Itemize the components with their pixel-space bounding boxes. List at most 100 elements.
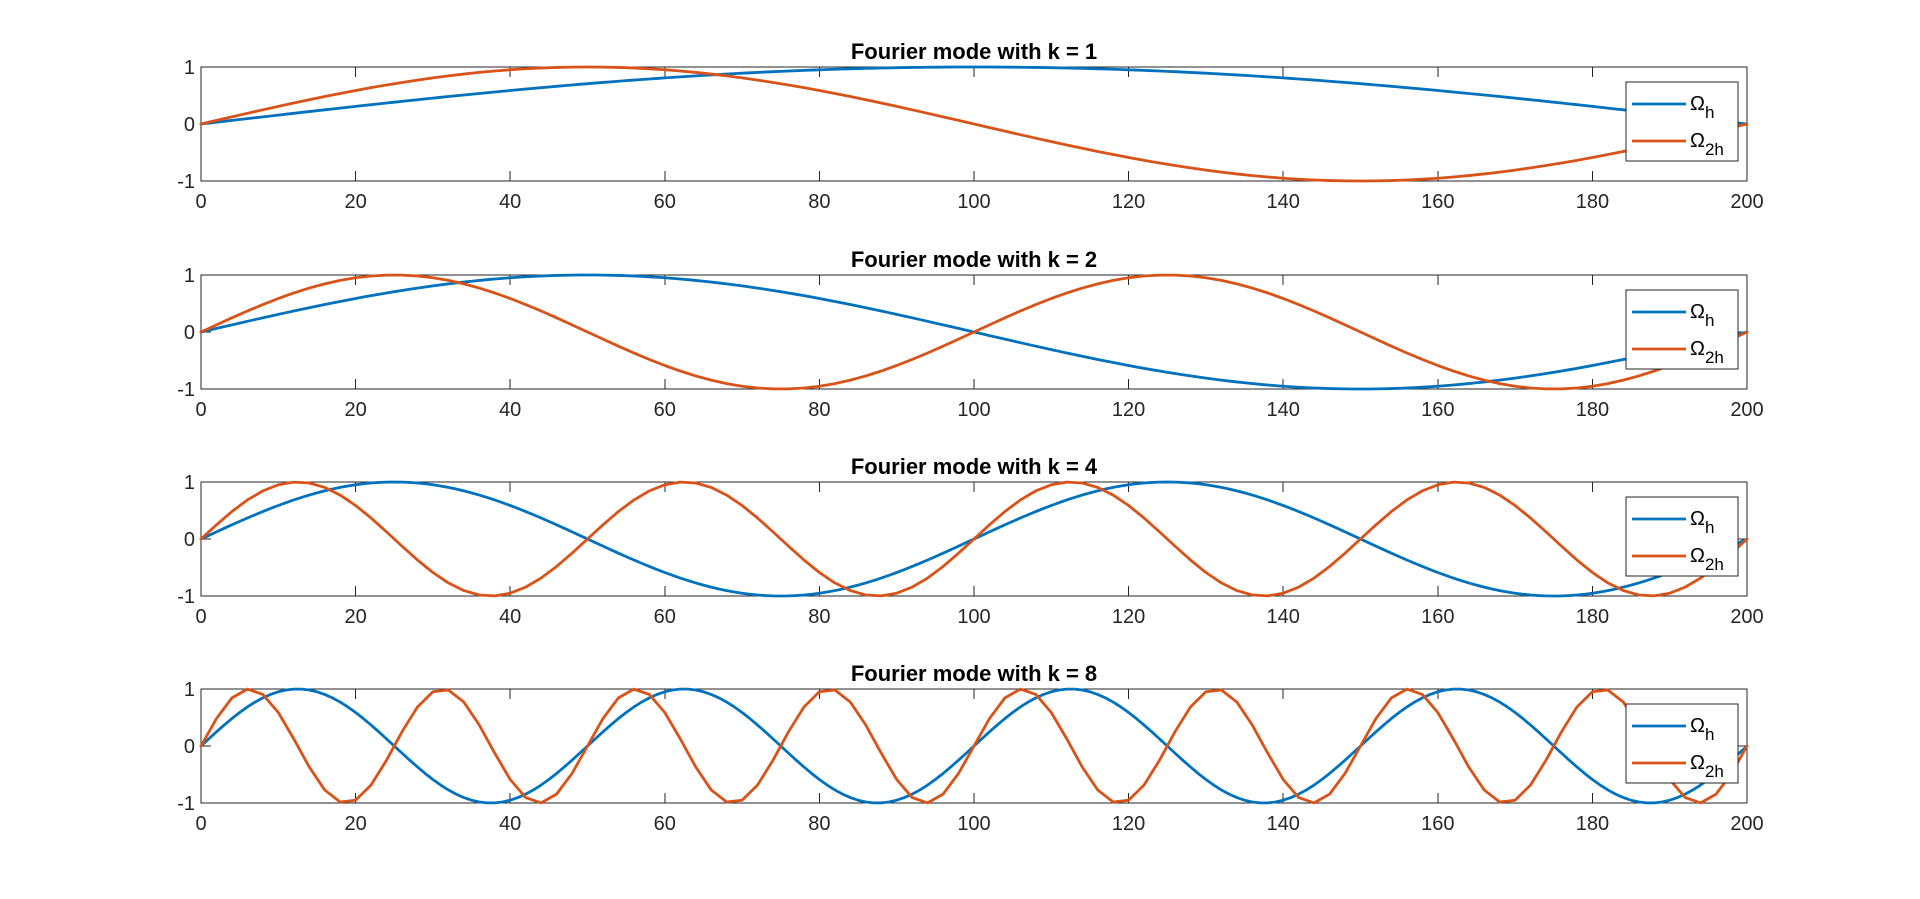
x-tick-label: 200 xyxy=(1730,191,1763,213)
x-tick-label: 160 xyxy=(1421,813,1454,835)
x-tick-label: 60 xyxy=(654,399,676,421)
x-tick-label: 40 xyxy=(499,399,521,421)
x-tick-label: 60 xyxy=(654,191,676,213)
x-tick-label: 80 xyxy=(808,606,830,628)
plot-title: Fourier mode with k = 2 xyxy=(851,247,1097,272)
legend-entry-subscript: h xyxy=(1705,725,1714,744)
x-tick-label: 180 xyxy=(1576,191,1609,213)
x-tick-label: 0 xyxy=(195,191,206,213)
legend-entry: Ωh xyxy=(1690,715,1714,744)
y-tick-label: 1 xyxy=(184,265,195,287)
x-tick-label: 120 xyxy=(1112,191,1145,213)
x-tick-label: 160 xyxy=(1421,191,1454,213)
y-tick-label: 0 xyxy=(184,114,195,136)
legend-entry: Ωh xyxy=(1690,93,1714,122)
x-tick-label: 20 xyxy=(344,606,366,628)
series-line-omega-2h xyxy=(199,273,1749,391)
legend-box xyxy=(1625,703,1739,784)
x-tick-label: 20 xyxy=(344,191,366,213)
legend-entry-subscript: h xyxy=(1705,311,1714,330)
x-tick-label: 20 xyxy=(344,399,366,421)
x-tick-label: 100 xyxy=(957,606,990,628)
x-tick-label: 180 xyxy=(1576,606,1609,628)
legend-entry-symbol: Ω xyxy=(1690,715,1705,737)
legend-entry: Ωh xyxy=(1690,301,1714,330)
legend-entry-symbol: Ω xyxy=(1690,508,1705,530)
series-line-omega-2h xyxy=(199,480,1749,598)
x-tick-label: 0 xyxy=(195,813,206,835)
legend-entry-subscript: 2h xyxy=(1705,555,1724,574)
legend-entry: Ω2h xyxy=(1690,338,1724,367)
x-tick-label: 60 xyxy=(654,813,676,835)
legend-entry-symbol: Ω xyxy=(1690,545,1705,567)
x-tick-label: 120 xyxy=(1112,399,1145,421)
y-tick-label: 0 xyxy=(184,736,195,758)
x-tick-label: 160 xyxy=(1421,399,1454,421)
y-tick-label: -1 xyxy=(177,793,195,815)
x-tick-label: 60 xyxy=(654,606,676,628)
y-tick-label: 0 xyxy=(184,322,195,344)
x-tick-label: 80 xyxy=(808,191,830,213)
plot-title: Fourier mode with k = 8 xyxy=(851,661,1097,686)
legend-entry-subscript: h xyxy=(1705,518,1714,537)
legend-entry-subscript: 2h xyxy=(1705,140,1724,159)
x-tick-label: 40 xyxy=(499,813,521,835)
plot-title: Fourier mode with k = 1 xyxy=(851,39,1097,64)
x-tick-label: 80 xyxy=(808,399,830,421)
legend-entry-symbol: Ω xyxy=(1690,301,1705,323)
x-tick-label: 100 xyxy=(957,399,990,421)
plot-title: Fourier mode with k = 4 xyxy=(851,454,1098,479)
x-tick-label: 140 xyxy=(1267,606,1300,628)
legend-entry-symbol: Ω xyxy=(1690,130,1705,152)
legend-entry-subscript: h xyxy=(1705,103,1714,122)
x-tick-label: 140 xyxy=(1267,191,1300,213)
y-tick-label: 1 xyxy=(184,679,195,701)
legend-box xyxy=(1625,289,1739,370)
legend: Ωh Ω2h xyxy=(1625,289,1739,370)
x-tick-label: 180 xyxy=(1576,399,1609,421)
legend-entry-symbol: Ω xyxy=(1690,338,1705,360)
y-tick-label: -1 xyxy=(177,379,195,401)
legend-entry: Ω2h xyxy=(1690,130,1724,159)
x-tick-label: 200 xyxy=(1730,606,1763,628)
x-tick-label: 40 xyxy=(499,606,521,628)
x-tick-label: 120 xyxy=(1112,606,1145,628)
x-tick-label: 20 xyxy=(344,813,366,835)
x-tick-label: 120 xyxy=(1112,813,1145,835)
y-tick-label: -1 xyxy=(177,586,195,608)
x-tick-label: 200 xyxy=(1730,399,1763,421)
x-tick-label: 140 xyxy=(1267,813,1300,835)
x-tick-label: 80 xyxy=(808,813,830,835)
x-tick-label: 100 xyxy=(957,191,990,213)
series-line-omega-2h xyxy=(199,65,1749,183)
x-tick-label: 200 xyxy=(1730,813,1763,835)
legend-entry-symbol: Ω xyxy=(1690,93,1705,115)
legend-entry-subscript: 2h xyxy=(1705,762,1724,781)
x-tick-label: 160 xyxy=(1421,606,1454,628)
y-tick-label: 1 xyxy=(184,472,195,494)
legend-entry: Ω2h xyxy=(1690,752,1724,781)
series-line-omega-h xyxy=(199,65,1749,126)
legend-box xyxy=(1625,496,1739,577)
legend-entry-symbol: Ω xyxy=(1690,752,1705,774)
x-tick-label: 100 xyxy=(957,813,990,835)
y-tick-label: 0 xyxy=(184,529,195,551)
series-line-omega-2h xyxy=(199,687,1749,805)
x-tick-label: 140 xyxy=(1267,399,1300,421)
y-tick-label: 1 xyxy=(184,57,195,79)
x-tick-label: 0 xyxy=(195,399,206,421)
legend-entry: Ωh xyxy=(1690,508,1714,537)
y-tick-label: -1 xyxy=(177,171,195,193)
x-tick-label: 180 xyxy=(1576,813,1609,835)
legend-box xyxy=(1625,81,1739,162)
x-tick-label: 0 xyxy=(195,606,206,628)
x-tick-label: 40 xyxy=(499,191,521,213)
